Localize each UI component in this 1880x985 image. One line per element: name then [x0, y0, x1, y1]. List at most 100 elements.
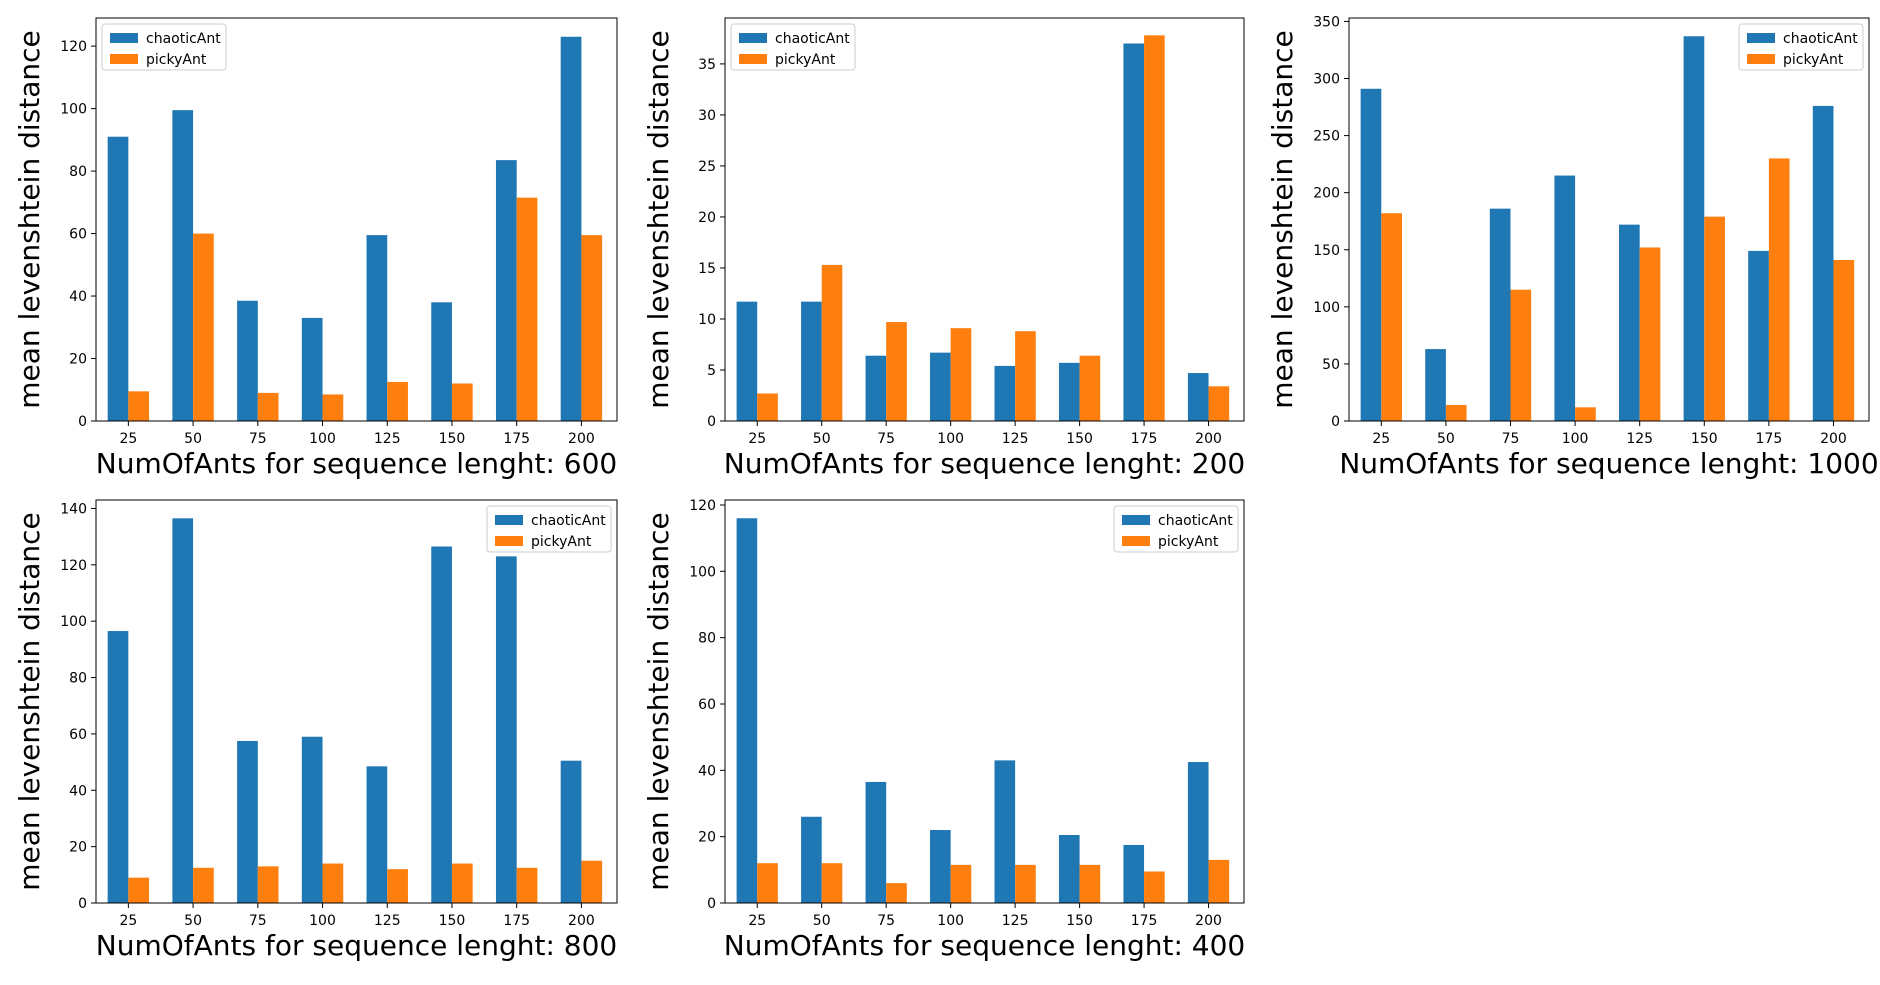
- x-axis-label: NumOfAnts for sequence lenght: 800: [96, 929, 618, 962]
- bar-chaoticAnt-25: [736, 518, 758, 903]
- bar-pickyAnt-50: [193, 233, 214, 421]
- chart-panel-3: 0 50 100 150 200 250 300 350 25 50 75 100 125 150 175 2…: [1266, 14, 1879, 480]
- y-tick-label: 80: [69, 671, 87, 687]
- bar-chaoticAnt-25: [107, 136, 129, 421]
- bar-chaoticAnt-200: [560, 760, 582, 903]
- bar-chaoticAnt-175: [495, 160, 517, 421]
- bar-pickyAnt-100: [950, 328, 972, 421]
- x-tick-label: 150: [439, 913, 466, 929]
- x-tick-label: 100: [1562, 431, 1589, 447]
- bar-pickyAnt-150: [1704, 216, 1725, 421]
- bar-chaoticAnt-75: [1489, 208, 1511, 421]
- x-tick-label: 100: [309, 913, 336, 929]
- x-tick-label: 75: [249, 913, 267, 929]
- bar-chaoticAnt-100: [1554, 175, 1576, 421]
- bar-pickyAnt-125: [1015, 864, 1036, 903]
- chart-panel-5: 0 20 40 60 80 100 120 25 50 75 100 125 150 175 200NumO…: [642, 498, 1245, 962]
- plot-frame: [724, 17, 1245, 422]
- y-tick-label: 0: [707, 896, 716, 912]
- x-tick-label: 200: [1820, 431, 1847, 447]
- y-tick-label: 50: [1322, 357, 1340, 373]
- bar-chaoticAnt-50: [801, 301, 822, 421]
- x-axis-label: NumOfAnts for sequence lenght: 1000: [1339, 447, 1878, 480]
- y-tick-label: 100: [60, 102, 87, 118]
- legend-swatch-chaoticAnt: [739, 33, 767, 43]
- bar-pickyAnt-125: [387, 869, 408, 903]
- x-tick-label: 125: [1002, 431, 1029, 447]
- bar-pickyAnt-200: [581, 235, 603, 421]
- y-tick-label: 80: [698, 631, 716, 647]
- y-tick-label: 60: [69, 727, 87, 743]
- x-tick-label: 125: [374, 431, 401, 447]
- y-axis-label: mean levenshtein distance: [642, 512, 675, 890]
- bar-chaoticAnt-200: [560, 36, 582, 421]
- bar-pickyAnt-125: [387, 381, 408, 421]
- chart-panel-2: 0 5 10 15 20 25 30 35 25 50 75 100 125 150 175 200NumOf…: [642, 17, 1246, 480]
- y-tick-label: 0: [1331, 414, 1340, 430]
- x-tick-label: 75: [249, 431, 267, 447]
- x-tick-label: 25: [119, 913, 137, 929]
- bar-pickyAnt-50: [821, 264, 843, 421]
- bar-pickyAnt-75: [1510, 289, 1532, 421]
- x-tick-label: 50: [813, 913, 831, 929]
- legend-label-pickyAnt: pickyAnt: [1783, 52, 1844, 68]
- x-axis-label: NumOfAnts for sequence lenght: 200: [724, 447, 1246, 480]
- bar-chaoticAnt-175: [1123, 844, 1145, 903]
- bar-chaoticAnt-75: [865, 355, 887, 421]
- bar-chaoticAnt-150: [1058, 362, 1080, 421]
- legend-label-chaoticAnt: chaoticAnt: [1783, 31, 1858, 47]
- x-tick-label: 75: [1502, 431, 1520, 447]
- legend-swatch-pickyAnt: [1747, 54, 1775, 64]
- y-tick-label: 40: [69, 289, 87, 305]
- bar-chaoticAnt-75: [237, 300, 258, 421]
- bar-chaoticAnt-100: [301, 317, 323, 421]
- x-tick-label: 200: [1195, 431, 1222, 447]
- plot-frame: [95, 17, 618, 422]
- legend: chaoticAnt pickyAnt: [101, 23, 227, 71]
- y-tick-label: 300: [1313, 72, 1340, 88]
- y-tick-label: 120: [689, 498, 716, 514]
- x-tick-label: 25: [748, 913, 766, 929]
- bar-chaoticAnt-50: [172, 110, 194, 422]
- x-tick-label: 100: [937, 913, 964, 929]
- bar-pickyAnt-200: [1833, 260, 1855, 421]
- bar-pickyAnt-175: [516, 867, 538, 903]
- bar-pickyAnt-175: [1768, 158, 1790, 421]
- bar-pickyAnt-100: [1575, 407, 1596, 421]
- plot-frame: [95, 499, 618, 904]
- x-tick-label: 75: [877, 431, 895, 447]
- legend-swatch-pickyAnt: [110, 54, 138, 64]
- x-tick-label: 125: [1002, 913, 1029, 929]
- x-tick-label: 200: [568, 913, 595, 929]
- y-tick-label: 40: [698, 763, 716, 779]
- y-tick-label: 35: [698, 57, 716, 73]
- bar-pickyAnt-150: [1079, 355, 1101, 421]
- x-tick-label: 125: [1626, 431, 1653, 447]
- bar-chaoticAnt-125: [366, 235, 388, 421]
- legend-swatch-pickyAnt: [1122, 536, 1150, 546]
- x-tick-label: 175: [1131, 431, 1158, 447]
- bar-pickyAnt-175: [516, 197, 538, 421]
- bar-chaoticAnt-50: [801, 816, 822, 903]
- y-axis-label: mean levenshtein distance: [13, 512, 46, 890]
- x-tick-label: 25: [1372, 431, 1390, 447]
- y-tick-label: 80: [69, 164, 87, 180]
- bar-chaoticAnt-175: [1123, 43, 1145, 422]
- bar-pickyAnt-75: [886, 322, 907, 421]
- bar-pickyAnt-50: [821, 863, 843, 903]
- x-tick-label: 25: [748, 431, 766, 447]
- legend: chaoticAnt pickyAnt: [1738, 23, 1864, 71]
- bar-chaoticAnt-175: [1748, 250, 1769, 421]
- bar-chaoticAnt-25: [1360, 88, 1382, 422]
- bar-pickyAnt-150: [451, 863, 473, 903]
- y-tick-label: 100: [1313, 300, 1340, 316]
- y-tick-label: 0: [707, 414, 716, 430]
- y-tick-label: 10: [698, 312, 716, 328]
- y-tick-label: 20: [69, 352, 87, 368]
- y-axis-label: mean levenshtein distance: [1266, 30, 1299, 408]
- bar-chaoticAnt-100: [301, 736, 323, 903]
- bar-chaoticAnt-25: [736, 301, 758, 421]
- y-tick-label: 5: [707, 363, 716, 379]
- bar-pickyAnt-150: [451, 383, 473, 421]
- y-axis-label: mean levenshtein distance: [13, 30, 46, 408]
